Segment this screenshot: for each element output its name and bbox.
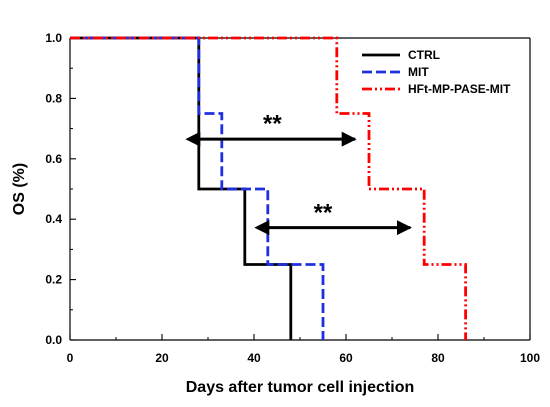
x-tick-label: 40 — [247, 351, 261, 365]
y-tick-label: 0.8 — [45, 91, 62, 105]
significance-label-1: ** — [263, 111, 282, 138]
legend-label-hft-mp-pase-mit: HFt-MP-PASE-MIT — [408, 82, 511, 96]
y-tick-label: 0.2 — [45, 273, 62, 287]
legend-label-ctrl: CTRL — [408, 48, 440, 62]
y-tick-label: 0.6 — [45, 152, 62, 166]
x-tick-label: 20 — [155, 351, 169, 365]
x-tick-label: 80 — [431, 351, 445, 365]
significance-label-2: ** — [314, 200, 333, 227]
x-tick-label: 60 — [339, 351, 353, 365]
x-tick-label: 0 — [67, 351, 74, 365]
y-tick-label: 0.4 — [45, 212, 62, 226]
series-line-hft-mp-pase-mit — [70, 36, 468, 340]
y-axis-label: OS (%) — [11, 163, 28, 215]
y-tick-label: 0.0 — [45, 333, 62, 347]
y-tick-label: 1.0 — [45, 31, 62, 45]
series-line-mit — [70, 36, 325, 340]
x-axis-label: Days after tumor cell injection — [186, 379, 415, 396]
x-tick-label: 100 — [520, 351, 540, 365]
legend-label-mit: MIT — [408, 65, 429, 79]
